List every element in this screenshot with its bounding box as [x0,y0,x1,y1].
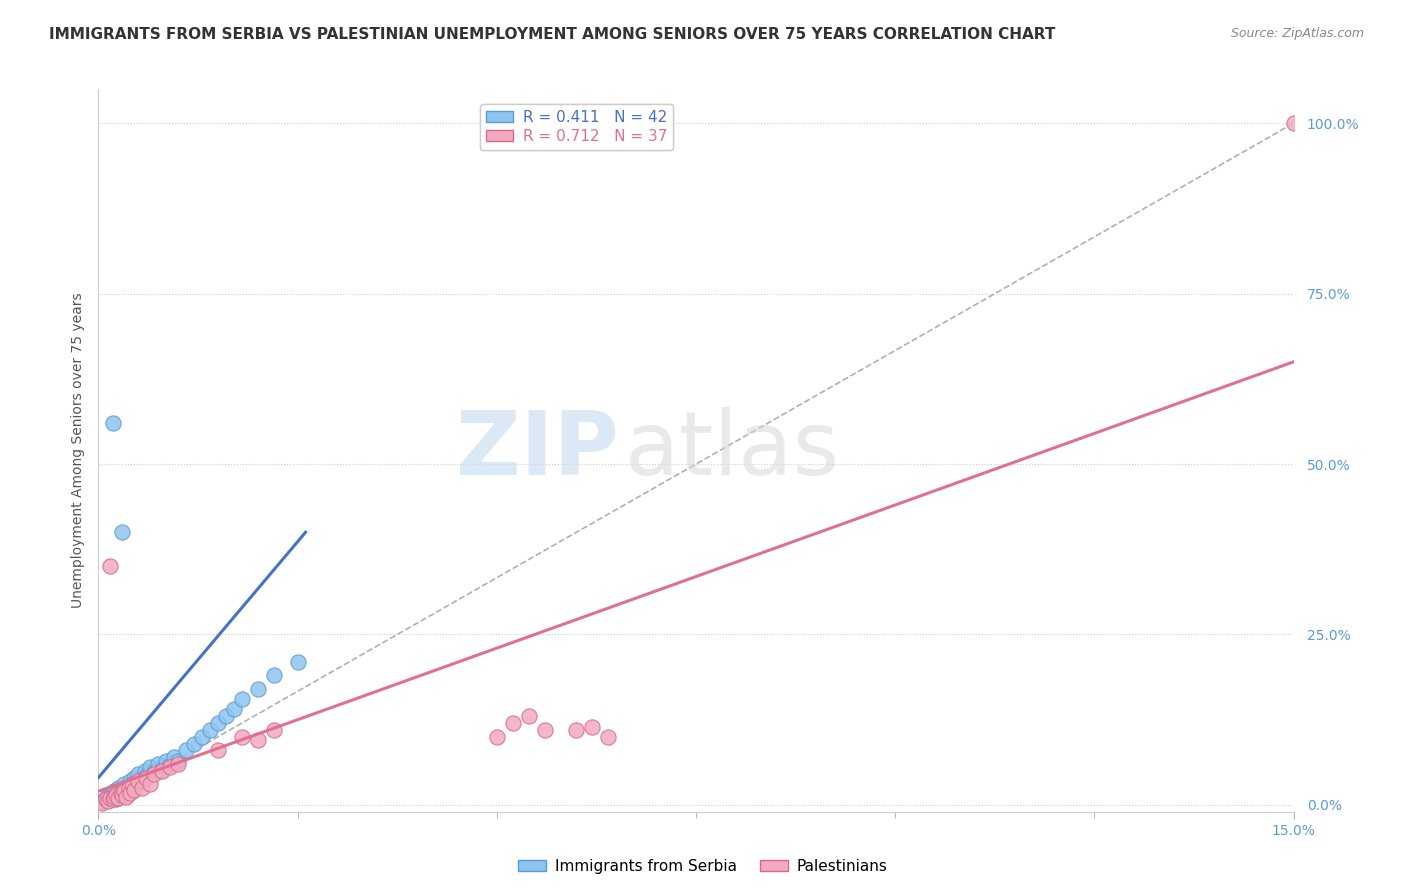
Point [246,733,269,747]
Point [581,719,603,733]
Point [167,757,190,772]
Point [107,780,129,795]
Point [112,784,135,798]
Point [215,709,238,723]
Point [96,791,118,805]
Point [207,716,229,731]
Text: IMMIGRANTS FROM SERBIA VS PALESTINIAN UNEMPLOYMENT AMONG SENIORS OVER 75 YEARS C: IMMIGRANTS FROM SERBIA VS PALESTINIAN UN… [49,27,1056,42]
Text: atlas: atlas [624,407,839,494]
Point [121,777,143,791]
Point [222,702,245,716]
Point [198,723,221,737]
Point [143,767,166,781]
Point [263,723,285,737]
Point [98,791,122,805]
Point [96,792,118,806]
Point [107,791,129,805]
Point [120,786,142,800]
Point [163,750,186,764]
Point [139,760,162,774]
Point [101,416,124,430]
Point [115,788,138,802]
Point [101,792,124,806]
Point [97,795,120,809]
Point [263,668,285,682]
Point [135,771,157,785]
Legend: R = 0.411   N = 42, R = 0.712   N = 37: R = 0.411 N = 42, R = 0.712 N = 37 [479,104,673,150]
Point [159,758,181,772]
Point [104,792,127,806]
Point [135,769,157,783]
Point [124,771,146,785]
Point [111,525,134,540]
Point [131,780,153,795]
Point [207,743,229,757]
Point [565,723,588,737]
Point [191,730,214,744]
Point [124,783,146,797]
Point [98,788,122,802]
Point [91,796,114,810]
Point [112,777,135,791]
Point [104,788,127,802]
Text: ZIP: ZIP [456,407,619,494]
Point [118,780,141,795]
Point [517,709,540,723]
Point [231,692,253,706]
Point [131,772,153,786]
Point [111,783,134,797]
Point [150,764,173,778]
Point [485,730,508,744]
Point [134,764,156,778]
Point [110,786,132,800]
Point [110,786,132,800]
Point [155,754,177,768]
Point [183,737,205,751]
Point [231,730,253,744]
Point [287,655,309,669]
Point [502,716,524,731]
Point [533,723,555,737]
Point [118,779,141,793]
Point [159,760,181,774]
Point [125,776,148,790]
Point [111,788,134,802]
Point [174,743,197,757]
Point [103,789,125,804]
Point [150,763,173,777]
Point [148,757,170,772]
Point [115,789,138,804]
Point [598,730,620,744]
Legend: Immigrants from Serbia, Palestinians: Immigrants from Serbia, Palestinians [512,853,894,880]
Point [98,559,122,574]
Point [167,754,190,768]
Text: Source: ZipAtlas.com: Source: ZipAtlas.com [1230,27,1364,40]
Point [127,767,149,781]
Point [91,795,114,809]
Point [143,765,166,780]
Y-axis label: Unemployment Among Seniors over 75 years: Unemployment Among Seniors over 75 years [70,293,84,608]
Point [120,774,142,789]
Point [139,777,162,791]
Point [1282,116,1305,130]
Point [103,784,125,798]
Point [246,681,269,696]
Point [97,792,120,806]
Point [127,774,149,789]
Point [121,784,143,798]
Point [101,789,124,804]
